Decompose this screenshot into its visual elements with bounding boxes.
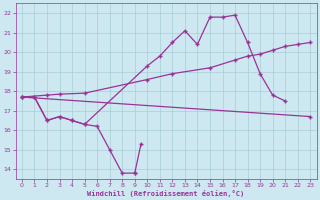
X-axis label: Windchill (Refroidissement éolien,°C): Windchill (Refroidissement éolien,°C)	[87, 190, 245, 197]
